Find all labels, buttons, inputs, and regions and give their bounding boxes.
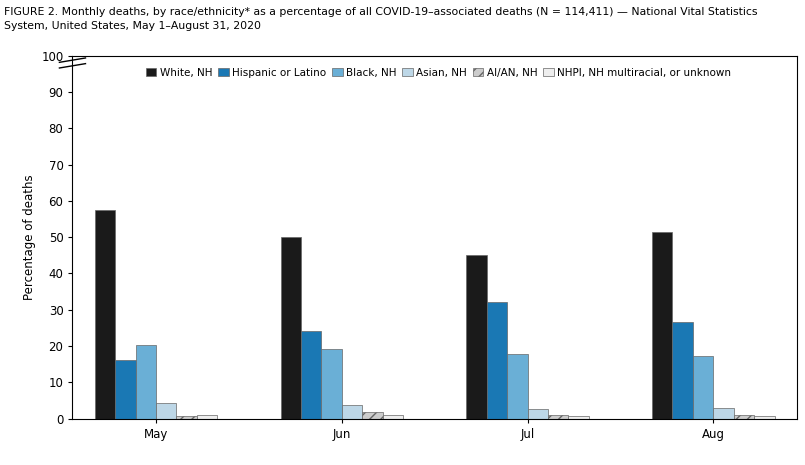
Text: System, United States, May 1–August 31, 2020: System, United States, May 1–August 31, … xyxy=(4,21,261,31)
Bar xyxy=(280,237,301,418)
Bar xyxy=(197,415,217,419)
Bar xyxy=(176,416,197,418)
Bar xyxy=(487,302,507,418)
Legend: White, NH, Hispanic or Latino, Black, NH, Asian, NH, AI/AN, NH, NHPI, NH multira: White, NH, Hispanic or Latino, Black, NH… xyxy=(142,65,734,81)
Bar xyxy=(156,403,176,418)
Bar xyxy=(342,405,362,418)
Bar xyxy=(693,356,713,418)
Bar xyxy=(734,415,754,418)
Bar xyxy=(115,360,135,418)
Bar xyxy=(466,255,487,418)
Bar xyxy=(382,414,403,418)
Text: FIGURE 2. Monthly deaths, by race/ethnicity* as a percentage of all COVID-19–ass: FIGURE 2. Monthly deaths, by race/ethnic… xyxy=(4,7,758,17)
Bar xyxy=(713,408,734,418)
Y-axis label: Percentage of deaths: Percentage of deaths xyxy=(23,174,35,300)
Bar xyxy=(754,416,774,418)
Bar xyxy=(321,349,342,418)
Bar xyxy=(507,354,527,418)
Bar xyxy=(568,416,589,418)
Bar xyxy=(672,322,693,419)
Bar xyxy=(301,332,321,418)
Bar xyxy=(527,409,548,418)
Bar xyxy=(652,232,672,418)
Bar xyxy=(362,412,382,418)
Bar xyxy=(548,415,568,419)
Bar xyxy=(95,210,115,418)
Bar xyxy=(135,345,156,418)
